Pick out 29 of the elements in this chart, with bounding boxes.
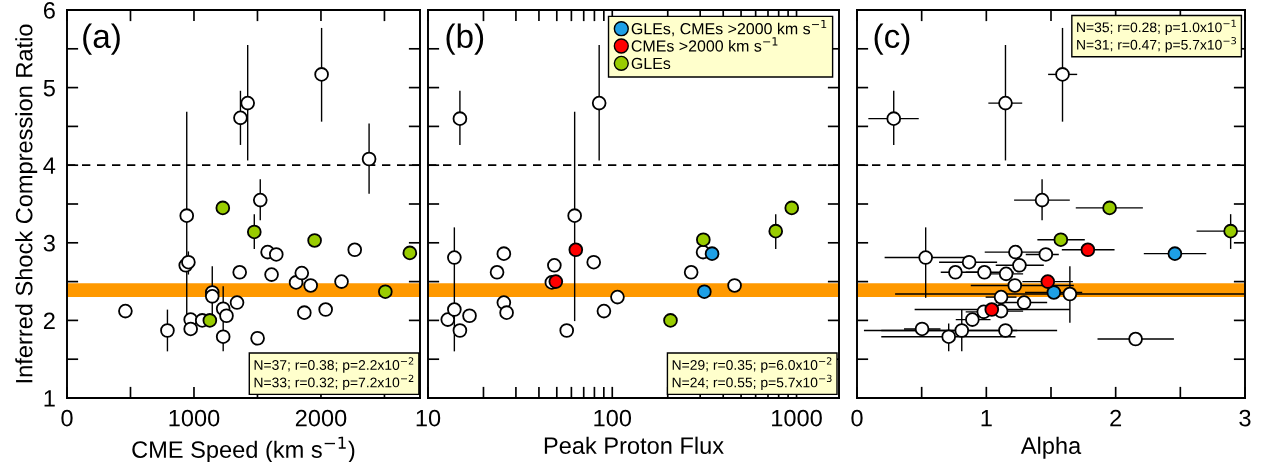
y-tick-label: 5 [43, 79, 55, 97]
x-axis-title: Alpha [1020, 436, 1082, 459]
x-axis-title: Peak Proton Flux [544, 436, 724, 455]
y-tick-label: 2 [43, 312, 55, 329]
x-tick-label: 3 [1239, 409, 1251, 427]
annotation: (a) [83, 23, 120, 55]
y-tick-label: 6 [43, 2, 55, 19]
x-tick-label: 0 [851, 409, 863, 427]
x-tick-label: 1 [981, 409, 992, 427]
annotation: (b) [446, 23, 484, 55]
x-tick-label: 2000 [295, 409, 347, 427]
x-tick-label: 0 [61, 409, 73, 427]
x-tick-label: 1000 [772, 409, 822, 427]
y-tick-label: 4 [43, 157, 56, 174]
x-tick-label: 10 [416, 409, 441, 427]
legend-label: CMEs >2000 km s$^{−1}$ [631, 37, 778, 52]
x-tick-label: 100 [594, 409, 632, 427]
annotation: (c) [874, 23, 910, 55]
x-tick-label: 1000 [169, 409, 220, 427]
y-tick-label: 3 [43, 234, 55, 252]
legend-label: GLEs, CMEs >2000 km s$^{−1}$ [631, 19, 827, 37]
text: N=35; r=0.28; p=1.0x10$^{−1}$ N=31; r=0.47; p=5.7x10$^{−3}$ [1077, 19, 1236, 53]
y-tick-label: 1 [44, 390, 55, 407]
y-axis-title: Inferred Shock Compression Ratio [15, 24, 38, 383]
text: N=29; r=0.35; p=6.0x10$^{−2}$ N=24; r=0.55; p=5.7x10$^{−3}$ [672, 357, 832, 391]
legend-label: GLEs [631, 57, 671, 70]
text: N=37; r=0.38; p=2.2x10$^{−2}$ N=33; r=0.32; p=7.2x10$^{−2}$ [254, 357, 414, 391]
x-tick-label: 2 [1110, 409, 1122, 427]
x-axis-title: CME Speed (km s$^{−1}$) [132, 436, 355, 462]
